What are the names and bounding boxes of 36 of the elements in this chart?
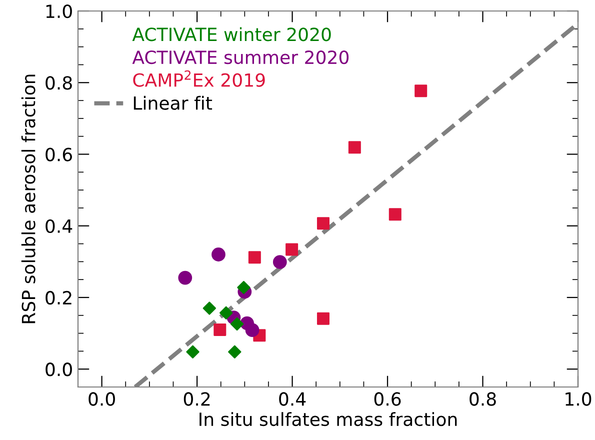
text: CAMP$^{2}$Ex 2019 xyxy=(133,70,265,87)
y-axis-title: RSP soluble aerosol fraction xyxy=(21,74,36,324)
text: ACTIVATE winter 2020 xyxy=(132,27,331,42)
point xyxy=(186,345,200,358)
x-tick-label: 0.6 xyxy=(374,392,401,406)
point xyxy=(212,248,226,262)
point xyxy=(316,312,330,325)
x-tick-label: 0.2 xyxy=(184,392,210,406)
y-tick-label: 1.0 xyxy=(46,4,72,18)
point xyxy=(220,306,233,320)
x-tick-label: 0.4 xyxy=(279,392,306,406)
x-tick-label: 0.8 xyxy=(470,392,496,406)
point xyxy=(245,323,260,338)
y-tick-label: 0.0 xyxy=(46,362,72,376)
legend-label: Linear fit xyxy=(134,96,212,110)
point xyxy=(248,251,261,264)
point xyxy=(272,255,287,269)
point xyxy=(414,84,428,98)
x-tick-label: 1.0 xyxy=(566,392,592,406)
point xyxy=(316,217,330,230)
point xyxy=(348,141,361,154)
point xyxy=(214,323,226,336)
point xyxy=(286,243,298,256)
point xyxy=(230,317,244,331)
point xyxy=(202,302,216,315)
y-tick-label: 0.4 xyxy=(46,219,72,233)
point xyxy=(237,280,250,294)
y-tick-label: 0.6 xyxy=(46,148,72,162)
x-axis-title: In situ sulfates mass fraction xyxy=(200,412,457,426)
point xyxy=(178,270,192,285)
point xyxy=(388,208,402,221)
y-tick-label: 0.8 xyxy=(46,76,72,90)
x-tick-label: 0.0 xyxy=(88,392,115,406)
text: ACTIVATE summer 2020 xyxy=(132,50,349,64)
point xyxy=(228,345,242,358)
y-tick-label: 0.2 xyxy=(46,290,72,305)
